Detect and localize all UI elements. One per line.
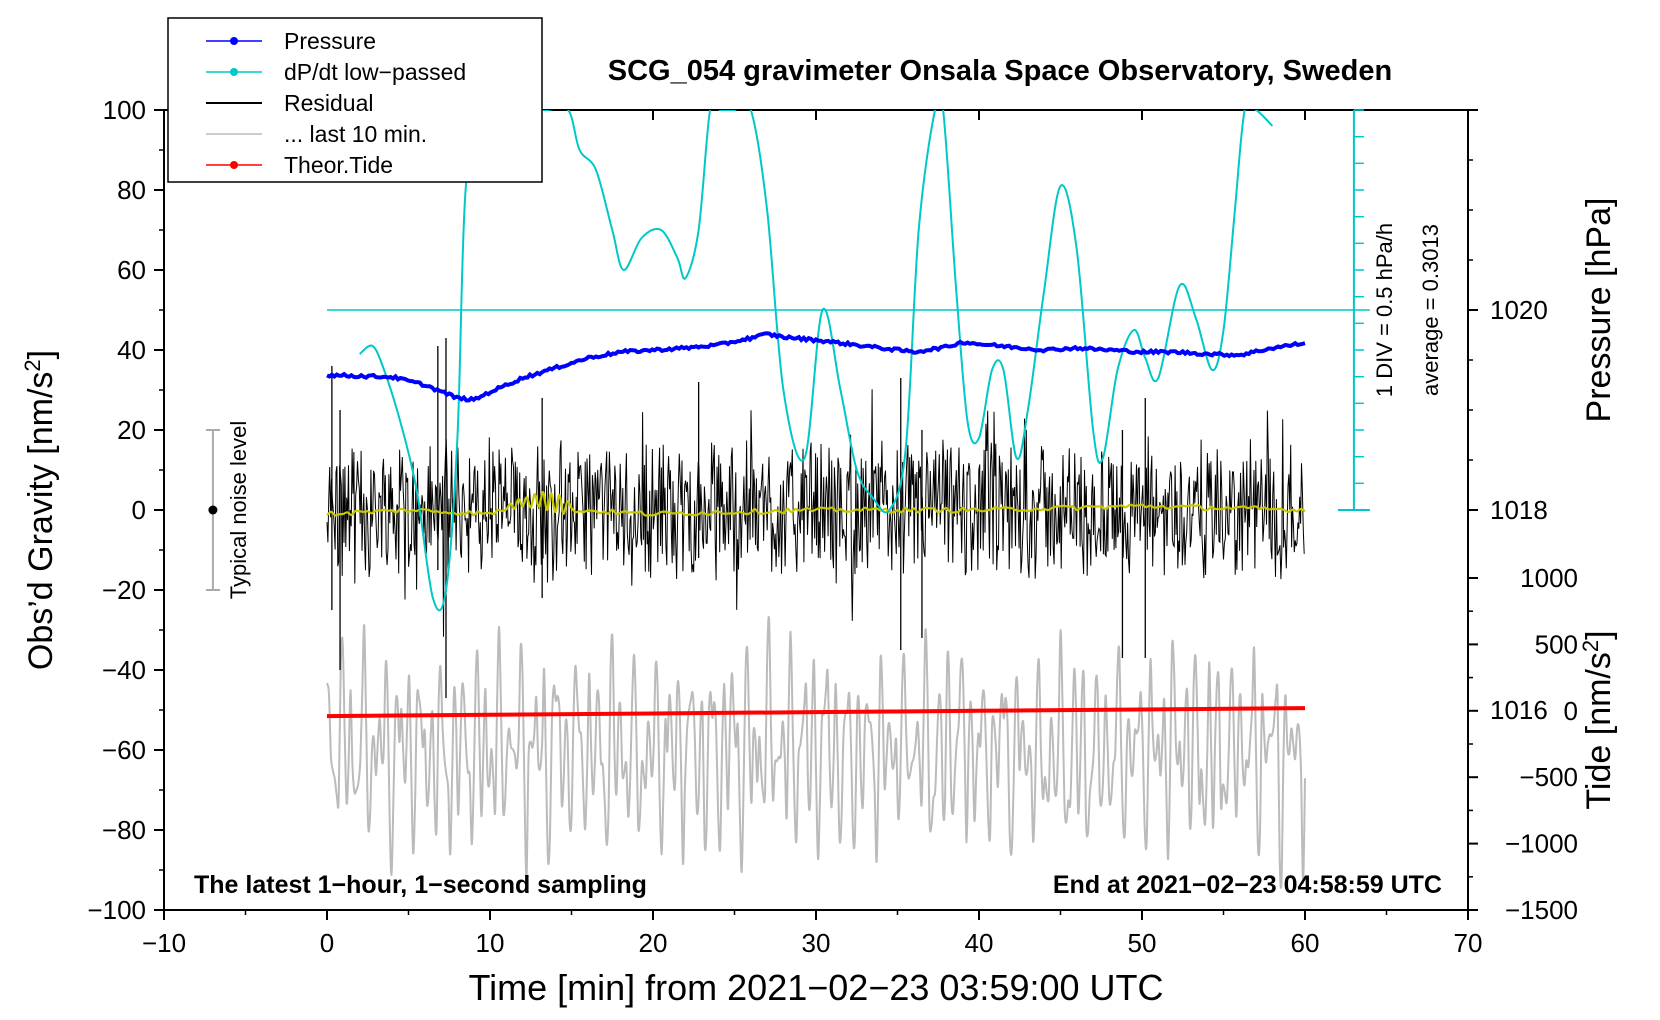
residual-line <box>326 389 1305 637</box>
tide-tick-label: 500 <box>1535 629 1578 659</box>
axes: −10 0 10 20 30 40 50 60 70−100−80−60−40−20020406… <box>87 95 1578 958</box>
y-tick-label: −20 <box>102 575 146 605</box>
noise-bar <box>205 429 220 591</box>
tide-tick-label: −500 <box>1519 762 1578 792</box>
y-tick-label: 60 <box>117 255 146 285</box>
y-tick-label: 0 <box>132 495 146 525</box>
legend-marker <box>230 161 238 169</box>
dpdt-average-label: average = 0.3013 <box>1418 224 1443 396</box>
pressure-tick-label: 1018 <box>1490 495 1548 525</box>
y-axis-label-pressure: Pressure [hPa] <box>1580 198 1618 423</box>
dpdt-line <box>358 110 1274 612</box>
series-layer <box>326 110 1306 889</box>
y-tick-label: −80 <box>102 815 146 845</box>
legend-label: dP/dt low−passed <box>284 59 466 85</box>
legend-label: Theor.Tide <box>284 152 393 178</box>
y-axis-label-tide: Tide [nm/s2] <box>1578 630 1618 809</box>
y-tick-label: −60 <box>102 735 146 765</box>
tide-tick-label: −1500 <box>1505 895 1578 925</box>
residual-lowpass-line <box>326 490 1306 517</box>
x-tick-label: 60 <box>1291 928 1320 958</box>
last-10min-line <box>326 616 1306 889</box>
annotation-sampling: The latest 1−hour, 1−second sampling <box>194 871 647 899</box>
annotation-end-time: End at 2021−02−23 04:58:59 UTC <box>1053 871 1442 899</box>
dpdt-scale <box>327 109 1370 511</box>
tide-tick-label: −1000 <box>1505 829 1578 859</box>
dpdt-div-label: 1 DIV = 0.5 hPa/h <box>1372 223 1397 397</box>
pressure-tick-label: 1016 <box>1490 695 1548 725</box>
x-axis-label: Time [min] from 2021−02−23 03:59:00 UTC <box>468 967 1163 1008</box>
y-tick-label: −40 <box>102 655 146 685</box>
legend-marker <box>230 37 238 45</box>
x-tick-label: 30 <box>802 928 831 958</box>
y-axis-label-left: Obs’d Gravity [nm/s2] <box>20 350 60 670</box>
legend: Pressure dP/dt low−passed Residual ... last… <box>167 17 543 183</box>
pressure-line <box>326 331 1306 403</box>
legend-label: ... last 10 min. <box>284 121 427 147</box>
noise-bar-label: Typical noise level <box>226 421 251 600</box>
x-tick-label: 0 <box>320 928 334 958</box>
y-tick-label: 20 <box>117 415 146 445</box>
tide-tick-label: 1000 <box>1520 563 1578 593</box>
y-tick-label: 100 <box>103 95 146 125</box>
y-tick-label: −100 <box>87 895 146 925</box>
legend-label: Residual <box>284 90 374 116</box>
y-tick-label: 40 <box>117 335 146 365</box>
y-tick-label: 80 <box>117 175 146 205</box>
x-tick-label: 70 <box>1454 928 1483 958</box>
legend-marker <box>230 68 238 76</box>
x-tick-label: 20 <box>639 928 668 958</box>
x-tick-label: 40 <box>965 928 994 958</box>
theor-tide-line <box>326 706 1306 719</box>
x-tick-label: −10 <box>142 928 186 958</box>
chart-title: SCG_054 gravimeter Onsala Space Observat… <box>608 55 1392 87</box>
x-tick-label: 50 <box>1128 928 1157 958</box>
legend-box <box>167 17 543 183</box>
pressure-tick-label: 1020 <box>1490 295 1548 325</box>
x-tick-label: 10 <box>476 928 505 958</box>
tide-tick-label: 0 <box>1564 696 1578 726</box>
legend-label: Pressure <box>284 28 376 54</box>
